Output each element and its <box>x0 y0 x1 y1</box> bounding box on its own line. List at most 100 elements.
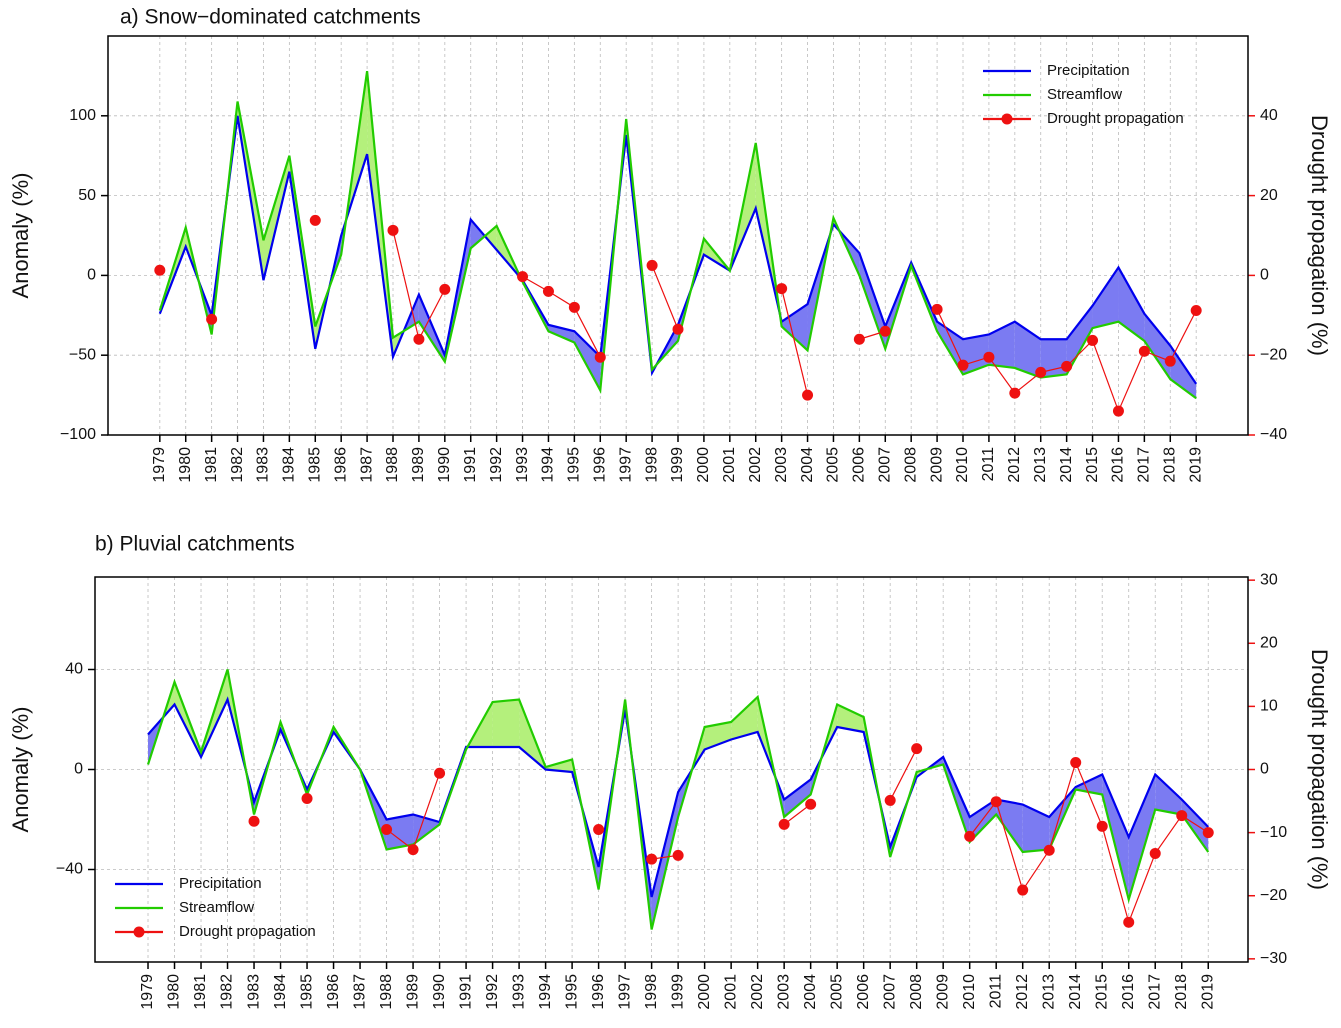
point-marker <box>911 743 923 755</box>
point-marker <box>1070 757 1082 769</box>
x-tick-label: 2018 <box>1173 974 1190 1010</box>
x-tick-label: 2000 <box>696 974 713 1010</box>
x-tick-label: 2014 <box>1058 447 1075 483</box>
x-tick-label: 2011 <box>987 974 1004 1009</box>
point-marker <box>879 325 891 337</box>
x-tick-label: 2011 <box>980 447 997 482</box>
difference-fill <box>1118 267 1145 341</box>
x-tick-label: 1980 <box>177 447 194 483</box>
difference-fill <box>1170 345 1197 399</box>
difference-fill <box>574 331 601 391</box>
y-tick-label: 0 <box>74 761 83 778</box>
x-tick-label: 2009 <box>928 447 945 483</box>
x-tick-label: 2000 <box>695 447 712 483</box>
y-axis-label: Anomaly (%) <box>8 173 33 299</box>
x-tick-label: 1980 <box>166 974 183 1010</box>
difference-fill <box>837 704 864 732</box>
plot-frame <box>94 576 1249 963</box>
point-marker <box>1123 916 1135 928</box>
x-tick-label: 2019 <box>1187 447 1204 483</box>
point-marker <box>301 793 313 805</box>
x-tick-label: 2009 <box>934 974 951 1010</box>
y2-tick-label: −30 <box>1260 950 1287 967</box>
y2-tick-label: 20 <box>1260 187 1278 204</box>
difference-fill <box>781 304 808 351</box>
x-tick-label: 1999 <box>669 447 686 483</box>
series-line <box>146 669 1210 930</box>
x-tick-label: 1991 <box>457 974 474 1010</box>
y2-tick-label: 0 <box>1260 267 1269 284</box>
x-tick-label: 1996 <box>591 447 608 483</box>
point-marker <box>672 323 684 335</box>
x-tick-label: 1989 <box>410 447 427 483</box>
x-tick-label: 1990 <box>436 447 453 483</box>
point-marker <box>931 303 943 315</box>
y2-axis-label: Drought propagation (%) <box>1307 115 1332 356</box>
point-marker <box>248 815 260 827</box>
difference-fill <box>1144 313 1171 380</box>
x-tick-label: 1988 <box>384 447 401 483</box>
difference-fill <box>545 759 573 772</box>
x-tick-label: 1986 <box>325 974 342 1010</box>
point-marker <box>983 351 995 363</box>
point-marker <box>1017 884 1029 896</box>
difference-fill <box>859 253 886 349</box>
y-tick-label: −40 <box>56 861 83 878</box>
x-tick-label: 1997 <box>616 974 633 1010</box>
x-tick-label: 1982 <box>229 447 246 483</box>
y-tick-label: 0 <box>87 267 96 284</box>
point-marker <box>1043 844 1055 856</box>
x-tick-label: 2014 <box>1067 974 1084 1010</box>
x-tick-label: 1981 <box>192 974 209 1010</box>
x-tick-label: 1998 <box>643 974 660 1010</box>
legend-label: Precipitation <box>179 875 262 892</box>
point-marker <box>407 844 419 856</box>
x-tick-label: 2016 <box>1110 447 1127 483</box>
point-marker <box>990 796 1002 808</box>
x-tick-label: 2010 <box>961 974 978 1010</box>
x-tick-label: 1988 <box>378 974 395 1010</box>
x-tick-label: 1984 <box>281 447 298 483</box>
x-tick-label: 2008 <box>902 447 919 483</box>
legend-label: Precipitation <box>1047 62 1130 79</box>
y2-tick-label: 30 <box>1260 571 1278 588</box>
point-marker <box>1112 405 1124 417</box>
point-marker <box>672 849 684 861</box>
x-tick-label: 2016 <box>1120 974 1137 1010</box>
point-marker <box>1190 305 1202 317</box>
legend-label: Streamflow <box>1047 86 1122 103</box>
difference-fill <box>484 225 497 250</box>
legend-marker <box>1001 113 1013 125</box>
x-tick-label: 1998 <box>643 447 660 483</box>
x-tick-label: 2001 <box>722 974 739 1010</box>
legend-label: Streamflow <box>179 899 254 916</box>
point-marker <box>1164 355 1176 367</box>
x-tick-label: 1987 <box>351 974 368 1010</box>
difference-fill <box>1022 804 1050 852</box>
y2-tick-label: 40 <box>1260 107 1278 124</box>
x-tick-label: 2005 <box>825 447 842 483</box>
point-marker <box>802 389 814 401</box>
difference-fill <box>651 792 679 930</box>
x-tick-label: 1979 <box>151 447 168 483</box>
x-tick-label: 2006 <box>851 447 868 483</box>
x-tick-label: 1990 <box>431 974 448 1010</box>
point-marker <box>154 264 166 276</box>
x-tick-label: 2017 <box>1136 447 1153 483</box>
x-tick-label: 2008 <box>908 974 925 1010</box>
x-tick-label: 2003 <box>773 447 790 483</box>
point-marker <box>542 285 554 297</box>
point-marker <box>206 313 218 325</box>
x-tick-label: 2013 <box>1032 447 1049 483</box>
x-tick-label: 2004 <box>802 974 819 1010</box>
x-tick-label: 1984 <box>272 974 289 1010</box>
point-marker <box>309 214 321 226</box>
point-marker <box>853 333 865 345</box>
x-tick-label: 1987 <box>358 447 375 483</box>
x-tick-label: 1993 <box>510 974 527 1010</box>
y2-tick-label: −20 <box>1260 887 1287 904</box>
y-axis-label: Anomaly (%) <box>8 707 33 833</box>
difference-fill <box>784 779 811 817</box>
x-tick-label: 2010 <box>954 447 971 483</box>
point-marker <box>1096 820 1108 832</box>
